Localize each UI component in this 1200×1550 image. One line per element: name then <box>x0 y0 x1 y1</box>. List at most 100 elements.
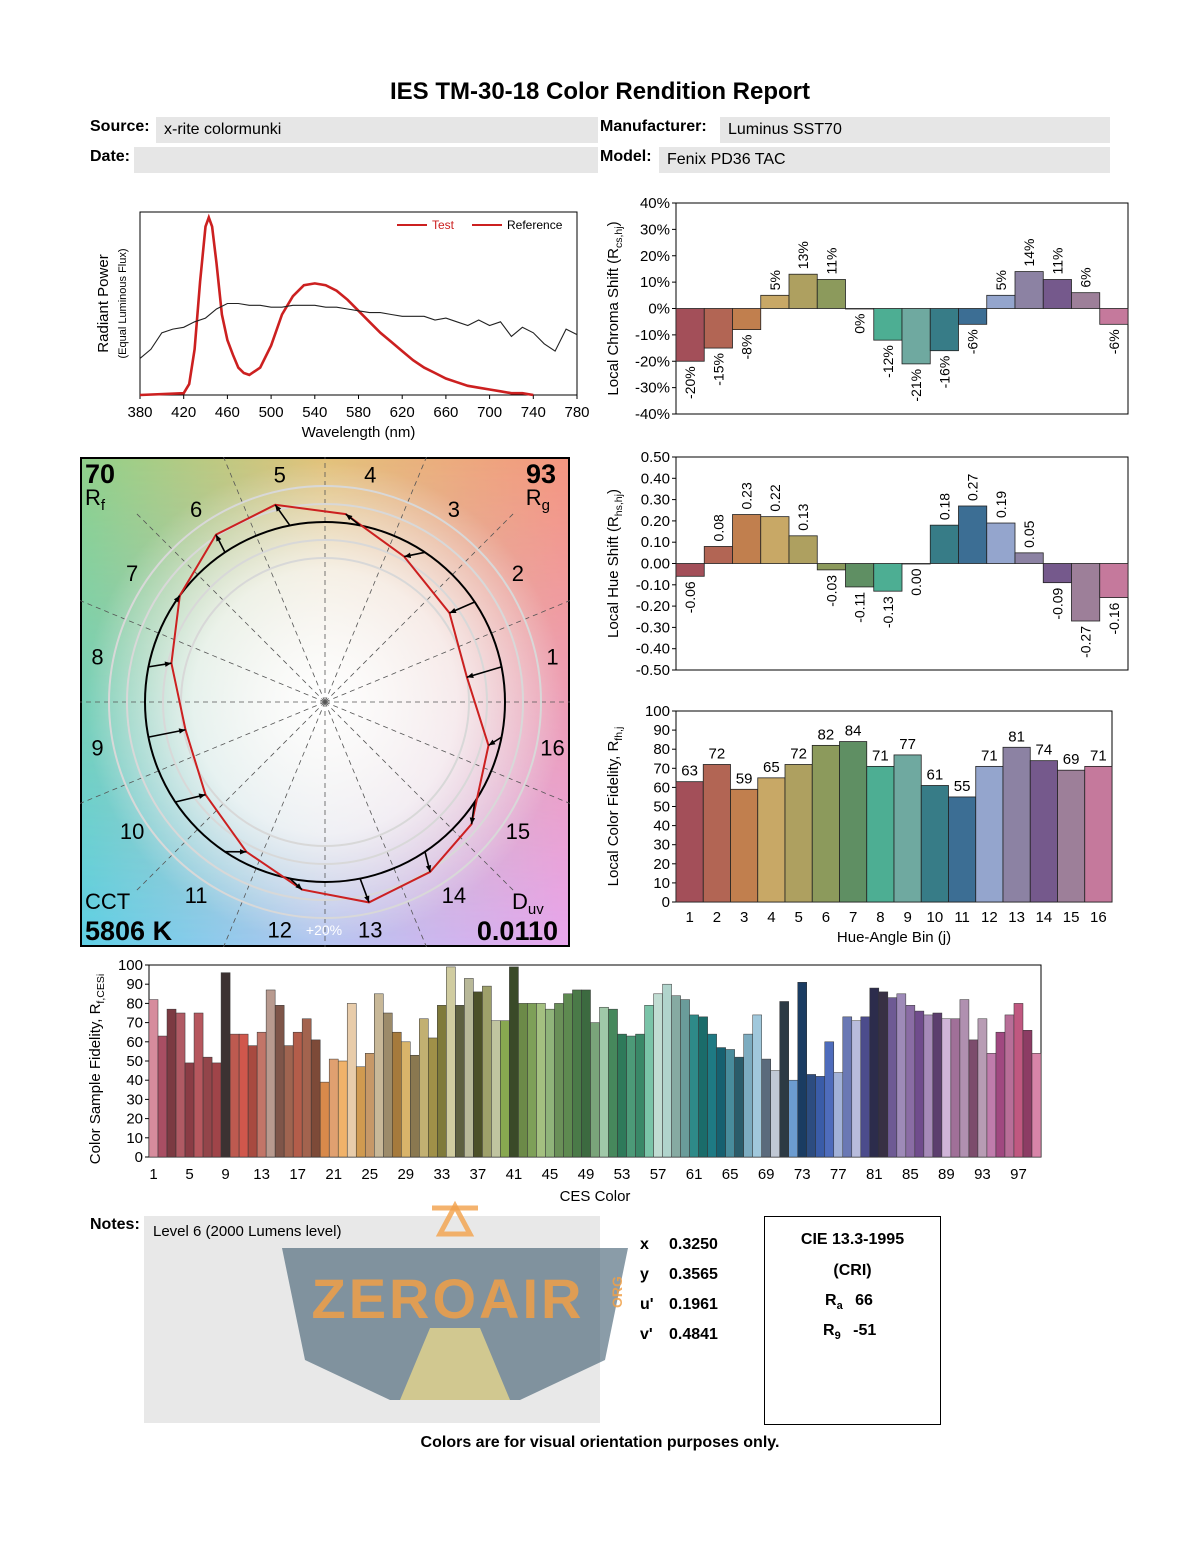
spd-chart: 380 420 460 500 540 580 620 660 700 740 780 Wavelen… <box>95 211 590 441</box>
chroma-data-label: 11% <box>1049 248 1065 275</box>
vector-arrow-head <box>364 895 370 903</box>
ces-bar <box>752 1014 762 1158</box>
duv-value: 0.0110 <box>477 916 558 946</box>
hue-y-tick-label: 0.50 <box>641 449 670 466</box>
ra-sub: a <box>836 1300 843 1313</box>
vector-bin-label: 12 <box>267 918 291 943</box>
ces-bar <box>986 1053 997 1158</box>
chroma-data-label: -12% <box>880 345 896 378</box>
ces-bar <box>635 1033 645 1158</box>
vector-bin-label: 8 <box>91 645 103 670</box>
fidelity-x-tick-label: 15 <box>1063 909 1080 926</box>
ces-bar <box>887 997 898 1158</box>
hue-data-label: 0.08 <box>710 514 726 541</box>
ces-bar <box>590 1022 600 1158</box>
spd-y-axis-sublabel: (Equal Luminous Flux) <box>117 248 129 358</box>
fidelity-x-tick-label: 14 <box>1036 909 1053 926</box>
hue-bar <box>675 563 705 577</box>
logo-emblem <box>435 1200 475 1237</box>
chroma-data-label: 5% <box>993 270 1009 290</box>
ces-bar <box>941 1018 952 1158</box>
fidelity-bar <box>948 796 977 903</box>
ces-bar <box>689 1014 699 1158</box>
ces-bar <box>482 985 492 1158</box>
ra-row: Ra 66 <box>825 1292 873 1312</box>
ces-bar <box>743 1033 753 1158</box>
fidelity-x-tick-label: 16 <box>1090 909 1107 926</box>
hue-bar <box>958 505 988 564</box>
notes-text: Level 6 (2000 Lumens level) <box>153 1223 342 1240</box>
ces-x-tick-label: 65 <box>722 1166 739 1183</box>
fidelity-x-tick-label: 2 <box>713 909 721 926</box>
chroma-bar <box>1042 279 1072 309</box>
cct-value: 5806 K <box>85 916 173 946</box>
hue-bar <box>986 522 1016 564</box>
vector-arrow-head <box>488 739 496 746</box>
ces-bar <box>734 1056 744 1158</box>
chroma-bar <box>675 308 705 362</box>
fidelity-bar <box>702 764 731 903</box>
source-field: x-rite colormunki <box>156 117 598 143</box>
ces-bar <box>554 1003 564 1158</box>
ces-bar <box>256 1031 267 1158</box>
ces-x-tick-label: 53 <box>614 1166 631 1183</box>
spd-x-tick-label: 740 <box>521 404 546 421</box>
hue-data-label: 0.22 <box>767 484 783 511</box>
chroma-y-tick-label: 40% <box>640 195 670 212</box>
coord-label: y <box>640 1266 649 1283</box>
hue-bar <box>788 535 818 564</box>
ces-bar <box>572 989 582 1158</box>
ces-bar <box>446 966 456 1158</box>
spd-x-tick-label: 580 <box>346 404 371 421</box>
ces-bar <box>238 1033 249 1158</box>
chroma-data-label: 14% <box>1021 239 1037 267</box>
chroma-data-label: -6% <box>1106 329 1122 354</box>
ces-bar <box>707 1033 717 1158</box>
ces-bar <box>959 999 970 1158</box>
vector-bin-label: 6 <box>190 497 202 522</box>
vector-arrow-head <box>164 661 172 667</box>
ces-bar <box>419 1018 429 1158</box>
ces-y-tick-label: 80 <box>126 995 143 1012</box>
vector-bin-label: 9 <box>91 735 103 760</box>
ces-bar <box>806 1074 816 1158</box>
fidelity-x-tick-label: 8 <box>876 909 884 926</box>
fidelity-y-tick-label: 60 <box>653 779 670 796</box>
ces-x-tick-label: 5 <box>185 1166 193 1183</box>
chroma-y-tick-label: 0% <box>648 301 670 318</box>
fidelity-data-label: 61 <box>927 766 944 783</box>
coord-value: 0.3250 <box>669 1236 718 1253</box>
ces-y-tick-label: 100 <box>118 957 143 974</box>
fidelity-y-tick-label: 10 <box>653 875 670 892</box>
chroma-data-label: -6% <box>965 329 981 354</box>
coord-value: 0.1961 <box>669 1296 718 1313</box>
ces-x-tick-label: 37 <box>470 1166 487 1183</box>
vector-bin-boundary <box>324 701 427 947</box>
fidelity-data-label: 84 <box>845 723 862 740</box>
fidelity-y-tick-label: 40 <box>653 818 670 835</box>
vector-bin-label: 3 <box>448 497 460 522</box>
ces-bar <box>662 983 672 1158</box>
ces-bar <box>346 1003 357 1158</box>
ces-bar <box>563 993 573 1158</box>
ces-bar <box>337 1060 348 1158</box>
ces-bar <box>283 1045 294 1158</box>
ces-y-tick-label: 50 <box>126 1053 143 1070</box>
ces-bar <box>608 1008 618 1158</box>
report-title: IES TM-30-18 Color Rendition Report <box>389 78 811 105</box>
fidelity-bar <box>784 764 813 903</box>
ces-bar <box>437 1005 447 1158</box>
cri-box: CIE 13.3-1995 (CRI) Ra 66 R9 -51 <box>764 1216 941 1425</box>
fidelity-data-label: 71 <box>1090 747 1107 764</box>
fidelity-y-axis-label: Local Color Fidelity, Rfh,j <box>605 727 625 887</box>
ces-bar <box>220 972 231 1158</box>
fidelity-x-tick-label: 1 <box>685 909 693 926</box>
vector-bin-label: 1 <box>546 645 558 670</box>
hue-y-tick-label: -0.50 <box>636 662 670 678</box>
spd-legend-test: Test <box>432 218 455 232</box>
hue-y-tick-label: 0.30 <box>641 492 670 509</box>
chroma-bar <box>845 308 875 310</box>
hue-y-axis-label: Local Hue Shift (Rhs,hj) <box>605 489 625 638</box>
spd-x-tick-label: 540 <box>302 404 327 421</box>
